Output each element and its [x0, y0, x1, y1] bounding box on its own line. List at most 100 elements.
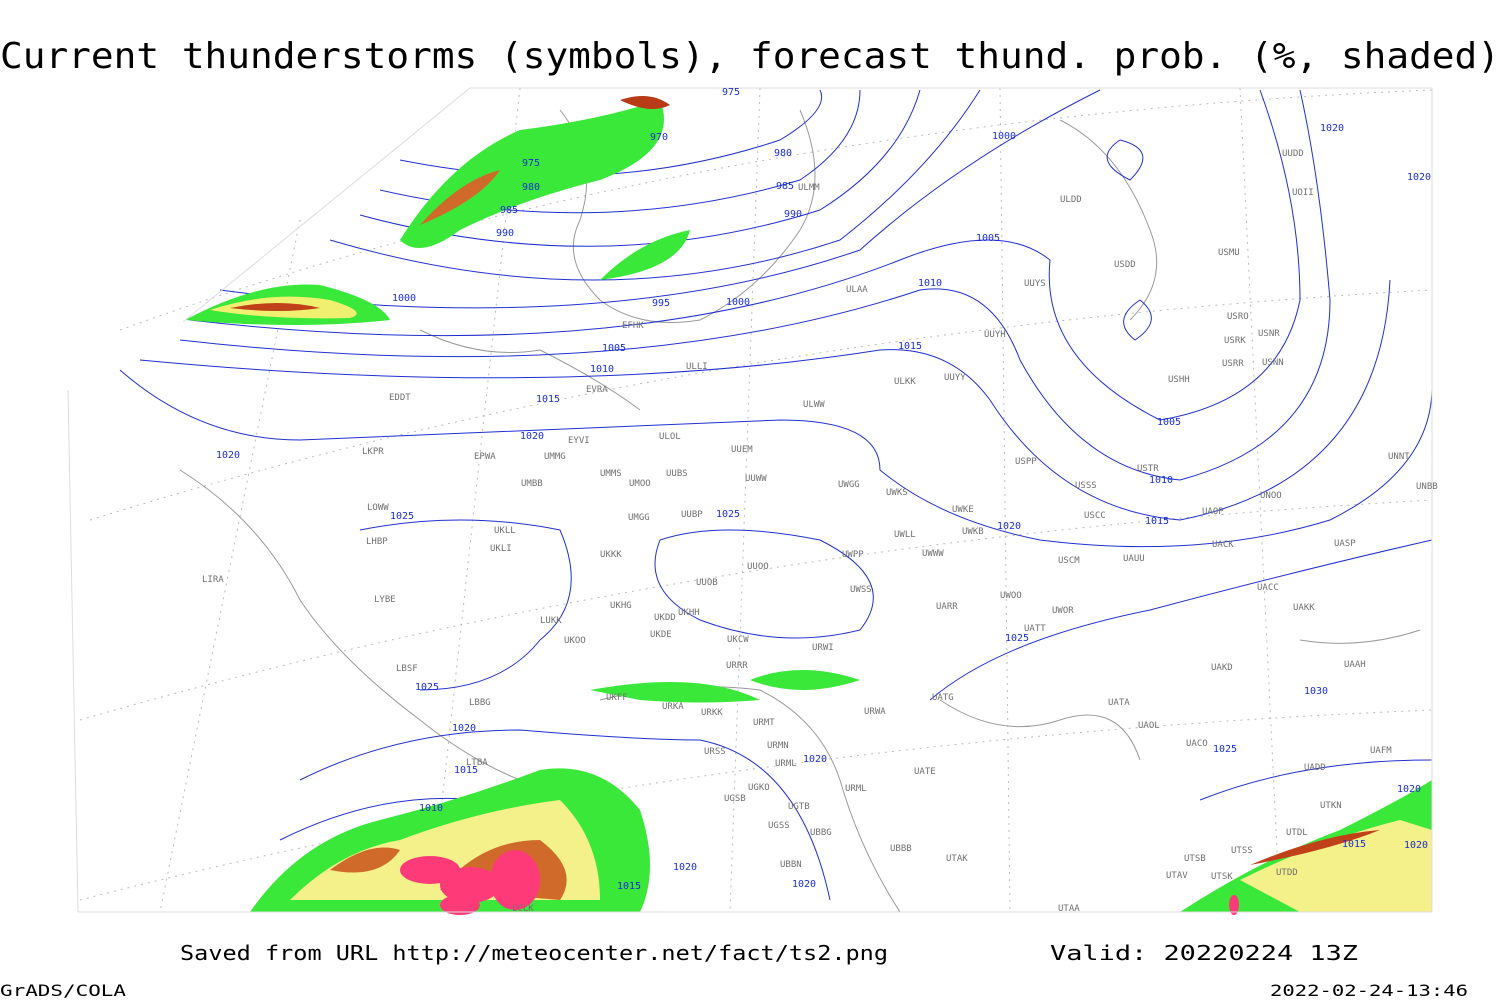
station-label: UGTB	[788, 802, 810, 812]
isobar-label: 1010	[918, 278, 942, 289]
station-label: UKCW	[727, 635, 749, 645]
station-label: LCLK	[512, 904, 534, 914]
station-label: LHBP	[366, 537, 388, 547]
station-label: UOII	[1292, 188, 1314, 198]
isobar-label: 1020	[1404, 840, 1428, 851]
station-label: UAOL	[1138, 721, 1160, 731]
station-label: UTSB	[1184, 854, 1206, 864]
station-label: UKHG	[610, 601, 632, 611]
station-label: URKK	[701, 708, 723, 718]
station-label: UGKO	[748, 783, 770, 793]
station-label: UBBN	[780, 860, 802, 870]
station-label: USRO	[1227, 312, 1249, 322]
station-label: UATA	[1108, 698, 1130, 708]
station-label: UACK	[1212, 540, 1234, 550]
station-label: URML	[845, 784, 867, 794]
station-label: UTSS	[1231, 846, 1253, 856]
source-url: Saved from URL http://meteocenter.net/fa…	[180, 941, 888, 965]
station-label: UBBB	[890, 844, 912, 854]
isobar-label: 985	[776, 181, 794, 192]
station-label: ULWW	[803, 400, 825, 410]
station-label: USPP	[1015, 457, 1037, 467]
station-label: UATG	[932, 693, 954, 703]
station-label: UAUU	[1123, 554, 1145, 564]
station-label: UNNT	[1388, 452, 1410, 462]
station-label: UWKB	[962, 527, 984, 537]
isobar-label: 970	[650, 132, 668, 143]
thunderstorm-probability-shading	[185, 96, 1432, 912]
domain-edge	[67, 87, 1433, 913]
map-labels: 975 970 980 975 980 985 985 990 990 995 1000 1000 10…	[202, 87, 1438, 914]
station-label: LBSF	[396, 664, 418, 674]
station-label: UGSS	[768, 821, 790, 831]
station-label: UBBG	[810, 828, 832, 838]
station-label: USCC	[1084, 511, 1106, 521]
station-label: USNR	[1258, 329, 1280, 339]
isobar-label: 1020	[216, 450, 240, 461]
station-label: UWOO	[1000, 591, 1022, 601]
station-label: LIRA	[202, 575, 224, 585]
station-label: LYBE	[374, 595, 396, 605]
station-label: EYVI	[568, 436, 590, 446]
station-label: UWSS	[850, 585, 872, 595]
map-frame	[67, 87, 1433, 915]
station-label: EDDT	[389, 393, 411, 403]
station-label: UWPP	[842, 550, 864, 560]
station-label: UWGG	[838, 480, 860, 490]
station-label: LKPR	[362, 447, 384, 457]
station-label: UTAA	[1058, 904, 1080, 914]
station-label: UMMS	[600, 469, 622, 479]
station-label: UMOO	[629, 479, 651, 489]
station-label: EFHK	[622, 321, 644, 331]
station-label: UTDD	[1276, 868, 1298, 878]
station-label: UWKS	[886, 488, 908, 498]
station-label: URKA	[662, 702, 684, 712]
isobar-label: 980	[522, 182, 540, 193]
station-label: UWWW	[922, 549, 944, 559]
station-label: URML	[775, 759, 797, 769]
station-label: UTAV	[1166, 871, 1188, 881]
station-label: UKKK	[600, 550, 622, 560]
station-label: URMN	[767, 741, 789, 751]
station-label: EVRA	[586, 385, 608, 395]
isobar-label: 1005	[602, 343, 626, 354]
station-label: EPWA	[474, 452, 496, 462]
isobar-label: 985	[500, 205, 518, 216]
station-label: USTR	[1137, 464, 1159, 474]
station-label: UACC	[1257, 583, 1279, 593]
station-label: UAKD	[1211, 663, 1233, 673]
station-label: ULKK	[894, 377, 916, 387]
isobar-label: 1020	[803, 754, 827, 765]
station-label: UUYH	[984, 330, 1006, 340]
valid-time: Valid: 20220224 13Z	[1050, 941, 1358, 965]
station-label: UUOO	[747, 562, 769, 572]
station-label: ULOL	[659, 432, 681, 442]
station-label: USRK	[1224, 336, 1246, 346]
station-label: UTDL	[1286, 828, 1308, 838]
station-label: UWKE	[952, 505, 974, 515]
timestamp: 2022-02-24-13:46	[1270, 981, 1468, 1000]
isobar-label: 1000	[726, 297, 750, 308]
station-label: UTSK	[1211, 872, 1233, 882]
isobar-label: 1015	[454, 765, 478, 776]
isobar-label: 1020	[673, 862, 697, 873]
isobar-label: 1005	[976, 233, 1000, 244]
station-label: UKDD	[654, 613, 676, 623]
isobar-label: 1025	[415, 682, 439, 693]
station-label: LUKK	[540, 616, 562, 626]
station-label: LTBA	[466, 758, 488, 768]
station-label: UAOP	[1202, 507, 1224, 517]
station-label: UUDD	[1282, 149, 1304, 159]
thunderstorm-symbols	[400, 850, 1239, 915]
isobar-label: 1030	[1304, 686, 1328, 697]
station-label: USHH	[1168, 375, 1190, 385]
isobar-label: 1025	[1005, 633, 1029, 644]
station-label: UKLI	[490, 544, 512, 554]
isobar-label: 1015	[1145, 516, 1169, 527]
isobar-label: 1015	[617, 881, 641, 892]
station-label: USDD	[1114, 260, 1136, 270]
station-label: UAFM	[1370, 746, 1392, 756]
station-label: UWLL	[894, 530, 916, 540]
station-label: ULDD	[1060, 195, 1082, 205]
